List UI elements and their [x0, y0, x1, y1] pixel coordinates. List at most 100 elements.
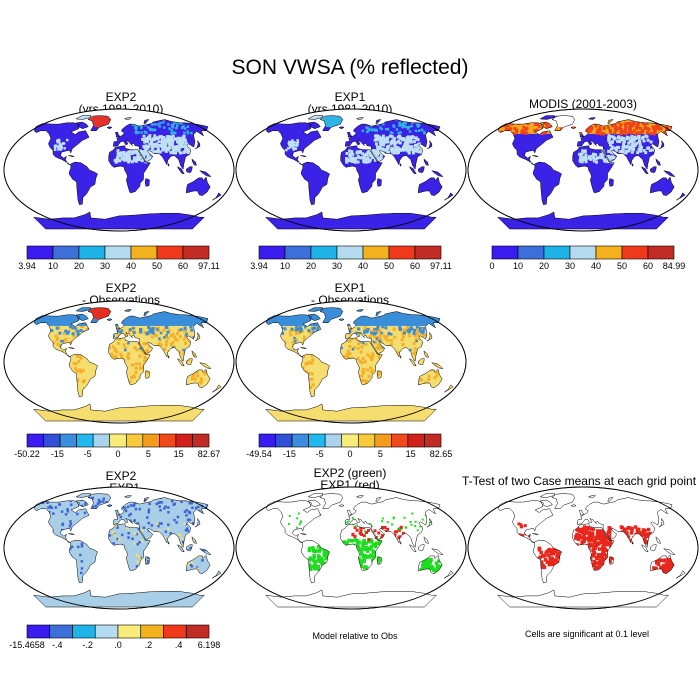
coastline-iceland: [106, 504, 113, 507]
coastline-antarctica: [33, 211, 205, 230]
coastline-sumatra: [408, 358, 417, 367]
coastline-srilanka: [631, 162, 634, 167]
coastline-africa: [108, 523, 151, 572]
coastline-australia: [186, 368, 211, 388]
colorbar-tick-label: 60: [643, 261, 653, 271]
coastline-iceland: [570, 126, 577, 129]
coastline-cuba: [300, 347, 307, 350]
coastline-greenland: [87, 493, 112, 509]
colorbar-tick-label: 20: [306, 261, 316, 271]
coastline-baffin: [307, 313, 321, 321]
coastline-philippines: [655, 158, 661, 166]
coastline-uk: [578, 509, 585, 516]
world-map: [3, 300, 235, 424]
coastline-newzealand: [211, 570, 222, 579]
coastline-ellesmere: [307, 115, 324, 120]
coastline-newzealand: [443, 384, 454, 393]
coastline-borneo: [185, 358, 193, 365]
colorbar-tick-label: -15: [51, 449, 64, 459]
colorbar-box: [78, 245, 106, 260]
panel-title-line1: EXP2 (green): [313, 466, 387, 480]
coastline-eurasia: [576, 497, 673, 548]
coastline-africa: [108, 145, 151, 194]
coastline-africa: [340, 523, 383, 572]
map-border: [3, 108, 235, 232]
colorbar-box: [159, 433, 177, 448]
coastline-baffin: [539, 121, 553, 129]
coastline-newguinea: [199, 548, 212, 555]
colorbar-tick-label: 30: [565, 261, 575, 271]
coastline-ellesmere: [75, 115, 92, 120]
colorbar-tick-label: 15: [174, 449, 184, 459]
colorbar-box: [76, 433, 94, 448]
coastline-srilanka: [399, 354, 402, 359]
coastline-sumatra: [640, 544, 649, 553]
colorbar-box: [117, 624, 142, 639]
colorbar-4: -49.54 -15 -5 0 5 15 82.65: [246, 433, 452, 459]
coastline-uk: [114, 131, 121, 138]
colorbar-box: [543, 245, 571, 260]
coastline-africa: [340, 337, 383, 386]
coastline-antarctica: [497, 589, 669, 608]
coastline-eurasia: [344, 119, 441, 170]
colorbar-tick-label: -.2: [82, 640, 93, 650]
coastline-philippines: [655, 536, 661, 544]
coastline-novaya: [375, 119, 382, 124]
colorbar-box: [26, 433, 44, 448]
colorbar-tick-label: 5: [146, 449, 151, 459]
coastline-sumatra: [408, 544, 417, 553]
colorbar-tick-label: 50: [152, 261, 162, 271]
colorbar-box: [324, 433, 343, 448]
coastline-greenland: [319, 493, 344, 509]
colorbar-tick-label: 20: [539, 261, 549, 271]
coastline-philippines: [423, 158, 429, 166]
coastline-svalbard: [356, 309, 365, 312]
coastline-sumatra: [408, 166, 417, 175]
colorbar-tick-label: -15.4658: [9, 640, 45, 650]
coastline-cuba: [68, 533, 75, 536]
coastline-eurasia: [112, 311, 209, 362]
panel-title-line1: EXP2: [105, 90, 137, 104]
colorbar-tick-label: .4: [175, 640, 183, 650]
colorbar-box: [275, 433, 293, 448]
colorbar-box: [310, 245, 338, 260]
colorbar-tick-label: 0: [347, 449, 352, 459]
coastline-sumatra: [176, 166, 185, 175]
colorbar-tick-label: 50: [617, 261, 627, 271]
coastline-iceland: [106, 126, 113, 129]
coastline-northamerica: [33, 314, 90, 358]
coastline-japan: [426, 518, 433, 528]
coastline-philippines: [191, 158, 197, 166]
map-border: [467, 486, 699, 610]
colorbar-tick-label: 40: [126, 261, 136, 271]
coastline-borneo: [649, 544, 657, 551]
coastline-newguinea: [431, 548, 444, 555]
colorbar-box: [175, 433, 193, 448]
coastline-newzealand: [443, 192, 454, 201]
coastline-novaya: [375, 311, 382, 316]
coastline-borneo: [417, 358, 425, 365]
coastline-svalbard: [356, 495, 365, 498]
colorbar-tick-label: 10: [48, 261, 58, 271]
world-map: [235, 486, 467, 610]
note-model-relative: Model relative to Obs: [312, 631, 398, 641]
colorbar-tick-label: 60: [410, 261, 420, 271]
colorbar-box: [185, 624, 210, 639]
coastline-africa: [340, 145, 383, 194]
coastline-eurasia: [344, 497, 441, 548]
coastline-iceland: [338, 504, 345, 507]
colorbar-tick-label: 15: [406, 449, 416, 459]
coastline-baffin: [75, 121, 89, 129]
colorbar-tick-label: -.4: [52, 640, 63, 650]
colorbar-box: [388, 245, 416, 260]
coastline-northamerica: [265, 122, 322, 166]
coastline-ellesmere: [539, 115, 556, 120]
colorbar-box: [94, 624, 119, 639]
coastline-srilanka: [399, 162, 402, 167]
coastline-eurasia: [576, 119, 673, 170]
colorbar-box: [72, 624, 96, 639]
coastline-southamerica: [300, 539, 330, 583]
colorbar-tick-label: -5: [84, 449, 92, 459]
colorbar-box: [491, 245, 519, 260]
coastline-ellesmere: [307, 493, 324, 498]
